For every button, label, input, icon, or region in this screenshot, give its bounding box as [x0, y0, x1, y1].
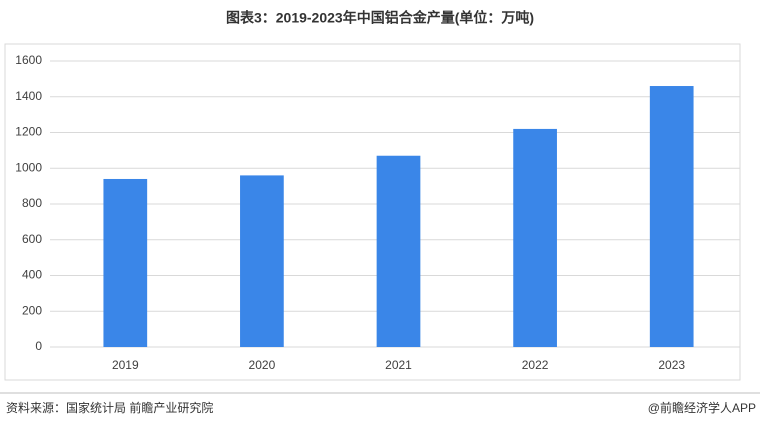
chart-title: 图表3：2019-2023年中国铝合金产量(单位：万吨): [226, 10, 534, 26]
y-tick-label: 600: [22, 232, 42, 246]
plot-frame: [4, 43, 741, 381]
bar: [649, 86, 694, 348]
bar: [103, 178, 148, 347]
y-tick-label: 1000: [15, 160, 42, 174]
bar: [376, 155, 421, 347]
y-tick-label: 1600: [15, 53, 42, 67]
y-tick-label: 1200: [15, 125, 42, 139]
x-tick-label: 2020: [249, 358, 276, 372]
bar: [513, 128, 557, 347]
credit: @前瞻经济学人APP: [648, 400, 756, 415]
y-tick-label: 400: [22, 268, 42, 282]
y-tick-label: 200: [22, 303, 42, 317]
bar: [240, 175, 284, 347]
y-tick-label: 800: [22, 196, 42, 210]
y-tick-label: 0: [35, 339, 42, 353]
x-tick-label: 2023: [658, 358, 685, 372]
source-note: 资料来源：国家统计局 前瞻产业研究院: [6, 400, 213, 415]
x-tick-label: 2021: [385, 358, 412, 372]
x-tick-label: 2019: [112, 358, 139, 372]
y-tick-label: 1400: [15, 89, 42, 103]
x-tick-label: 2022: [522, 358, 549, 372]
